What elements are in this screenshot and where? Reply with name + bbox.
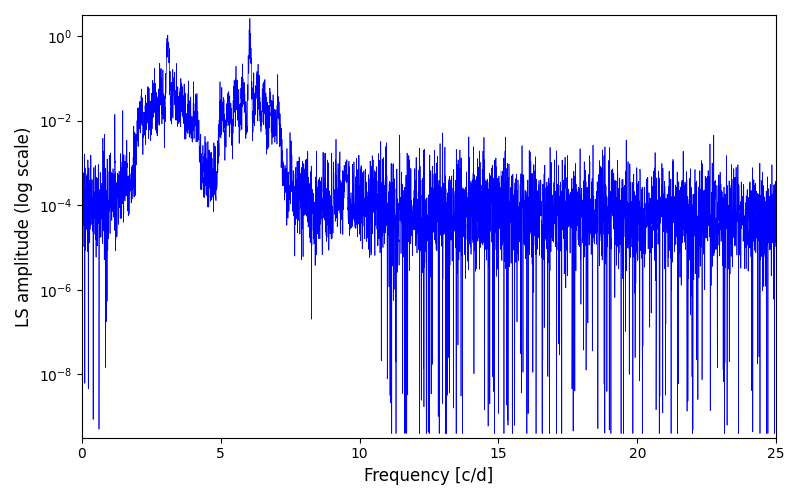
X-axis label: Frequency [c/d]: Frequency [c/d] xyxy=(364,467,494,485)
Y-axis label: LS amplitude (log scale): LS amplitude (log scale) xyxy=(15,126,33,326)
